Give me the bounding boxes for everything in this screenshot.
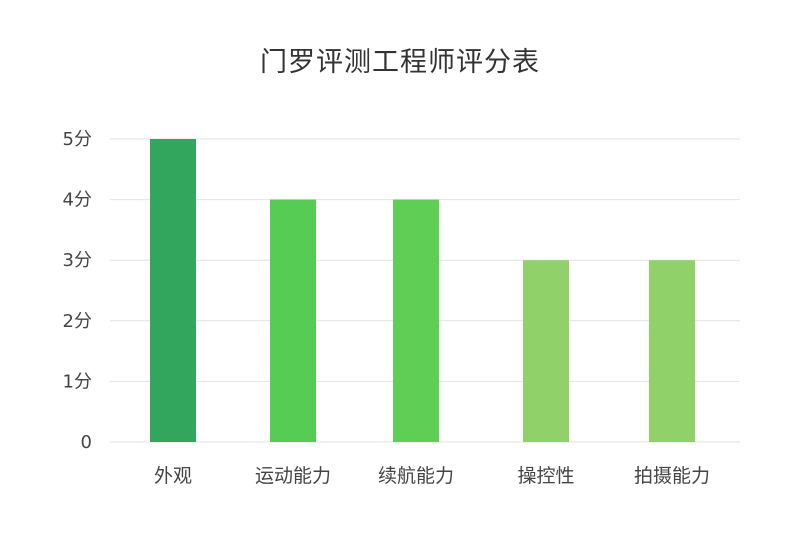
x-category-label-1: 外观: [154, 465, 192, 487]
y-tick-label-5: 5分: [63, 129, 92, 150]
bar-5: [649, 260, 695, 442]
x-category-label-2: 运动能力: [255, 465, 331, 487]
bar-3: [393, 199, 439, 442]
bar-4: [523, 260, 569, 442]
y-tick-label-4: 4分: [63, 190, 92, 211]
y-tick-label-3: 3分: [63, 250, 92, 271]
x-category-label-3: 续航能力: [378, 465, 454, 487]
y-tick-label-0: 0: [81, 432, 92, 453]
chart-title: 门罗评测工程师评分表: [260, 47, 540, 78]
x-category-label-5: 拍摄能力: [634, 465, 710, 487]
bar-2: [270, 199, 316, 442]
bar-1: [150, 139, 196, 442]
x-category-label-4: 操控性: [517, 465, 574, 487]
y-tick-label-1: 1分: [63, 371, 92, 392]
y-tick-label-2: 2分: [63, 311, 92, 332]
